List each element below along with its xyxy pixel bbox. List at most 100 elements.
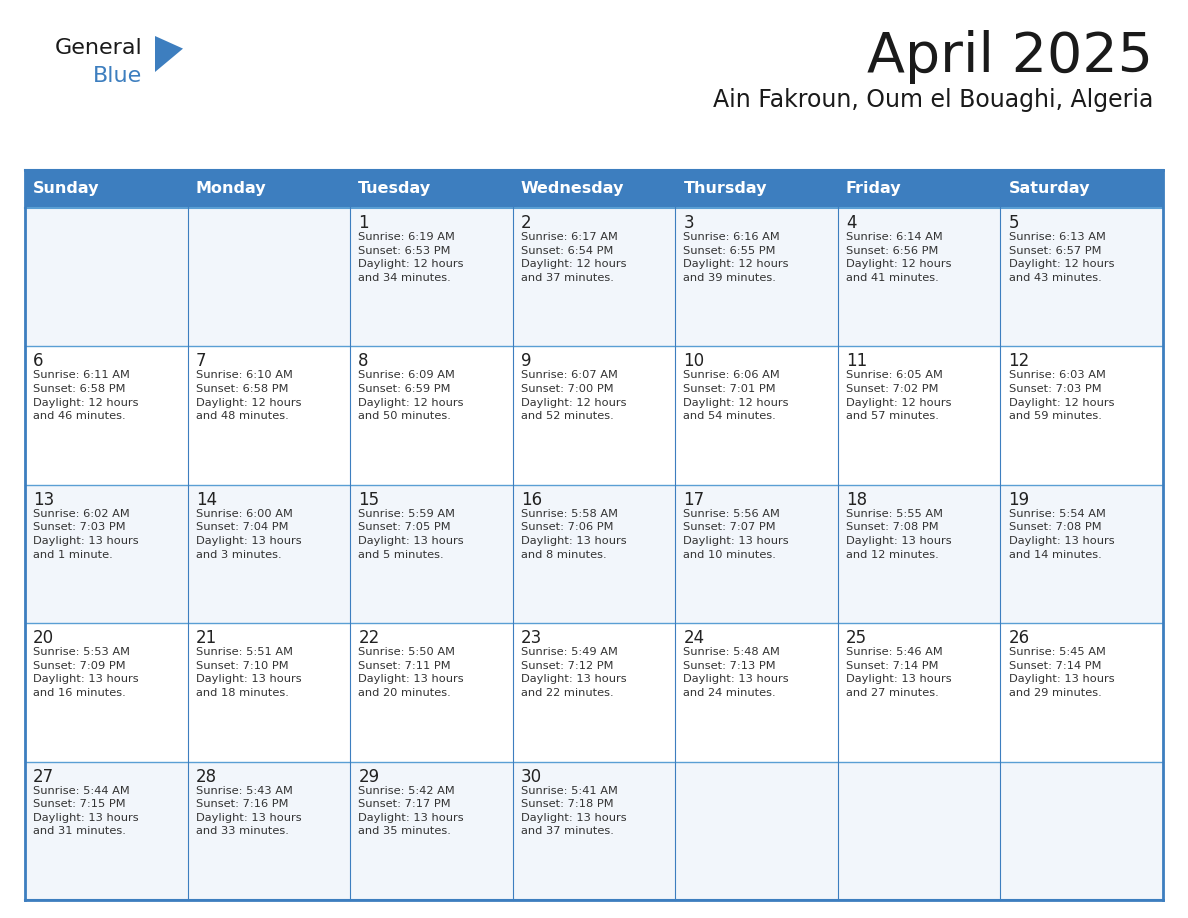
Text: 1: 1 <box>359 214 369 232</box>
Bar <box>1000 623 1163 762</box>
Text: 18: 18 <box>846 491 867 509</box>
Text: 27: 27 <box>33 767 55 786</box>
Text: Sunrise: 6:03 AM
Sunset: 7:03 PM
Daylight: 12 hours
and 59 minutes.: Sunrise: 6:03 AM Sunset: 7:03 PM Dayligh… <box>1009 370 1114 421</box>
Text: 20: 20 <box>33 629 55 647</box>
Bar <box>675 208 838 346</box>
Text: 29: 29 <box>359 767 379 786</box>
Bar <box>188 485 350 623</box>
Bar <box>350 762 513 900</box>
Bar <box>838 485 1000 623</box>
Bar <box>675 346 838 485</box>
Text: 12: 12 <box>1009 353 1030 370</box>
Text: 15: 15 <box>359 491 379 509</box>
Bar <box>838 208 1000 346</box>
Text: Friday: Friday <box>846 182 902 196</box>
Text: Tuesday: Tuesday <box>359 182 431 196</box>
Polygon shape <box>154 36 183 72</box>
Bar <box>350 346 513 485</box>
Text: 17: 17 <box>683 491 704 509</box>
Text: 26: 26 <box>1009 629 1030 647</box>
Text: Sunrise: 5:42 AM
Sunset: 7:17 PM
Daylight: 13 hours
and 35 minutes.: Sunrise: 5:42 AM Sunset: 7:17 PM Dayligh… <box>359 786 463 836</box>
Bar <box>350 623 513 762</box>
Bar <box>25 170 1163 208</box>
Text: Sunrise: 5:58 AM
Sunset: 7:06 PM
Daylight: 13 hours
and 8 minutes.: Sunrise: 5:58 AM Sunset: 7:06 PM Dayligh… <box>520 509 626 560</box>
Bar <box>1000 485 1163 623</box>
Bar <box>513 208 675 346</box>
Text: 3: 3 <box>683 214 694 232</box>
Text: Sunrise: 5:51 AM
Sunset: 7:10 PM
Daylight: 13 hours
and 18 minutes.: Sunrise: 5:51 AM Sunset: 7:10 PM Dayligh… <box>196 647 302 698</box>
Text: Sunrise: 6:11 AM
Sunset: 6:58 PM
Daylight: 12 hours
and 46 minutes.: Sunrise: 6:11 AM Sunset: 6:58 PM Dayligh… <box>33 370 139 421</box>
Bar <box>25 762 188 900</box>
Text: Sunrise: 5:44 AM
Sunset: 7:15 PM
Daylight: 13 hours
and 31 minutes.: Sunrise: 5:44 AM Sunset: 7:15 PM Dayligh… <box>33 786 139 836</box>
Text: Ain Fakroun, Oum el Bouaghi, Algeria: Ain Fakroun, Oum el Bouaghi, Algeria <box>713 88 1154 112</box>
Bar <box>1000 346 1163 485</box>
Text: 13: 13 <box>33 491 55 509</box>
Text: Sunrise: 6:10 AM
Sunset: 6:58 PM
Daylight: 12 hours
and 48 minutes.: Sunrise: 6:10 AM Sunset: 6:58 PM Dayligh… <box>196 370 302 421</box>
Text: 5: 5 <box>1009 214 1019 232</box>
Text: Sunrise: 5:48 AM
Sunset: 7:13 PM
Daylight: 13 hours
and 24 minutes.: Sunrise: 5:48 AM Sunset: 7:13 PM Dayligh… <box>683 647 789 698</box>
Bar <box>513 762 675 900</box>
Text: Blue: Blue <box>93 66 143 86</box>
Text: Sunday: Sunday <box>33 182 100 196</box>
Text: 7: 7 <box>196 353 207 370</box>
Text: 14: 14 <box>196 491 217 509</box>
Bar <box>25 346 188 485</box>
Text: 4: 4 <box>846 214 857 232</box>
Bar <box>675 485 838 623</box>
Text: 25: 25 <box>846 629 867 647</box>
Text: Sunrise: 6:14 AM
Sunset: 6:56 PM
Daylight: 12 hours
and 41 minutes.: Sunrise: 6:14 AM Sunset: 6:56 PM Dayligh… <box>846 232 952 283</box>
Bar <box>838 346 1000 485</box>
Bar <box>188 623 350 762</box>
Text: Sunrise: 6:19 AM
Sunset: 6:53 PM
Daylight: 12 hours
and 34 minutes.: Sunrise: 6:19 AM Sunset: 6:53 PM Dayligh… <box>359 232 463 283</box>
Text: Sunrise: 5:56 AM
Sunset: 7:07 PM
Daylight: 13 hours
and 10 minutes.: Sunrise: 5:56 AM Sunset: 7:07 PM Dayligh… <box>683 509 789 560</box>
Text: Sunrise: 6:13 AM
Sunset: 6:57 PM
Daylight: 12 hours
and 43 minutes.: Sunrise: 6:13 AM Sunset: 6:57 PM Dayligh… <box>1009 232 1114 283</box>
Text: Sunrise: 5:53 AM
Sunset: 7:09 PM
Daylight: 13 hours
and 16 minutes.: Sunrise: 5:53 AM Sunset: 7:09 PM Dayligh… <box>33 647 139 698</box>
Text: 8: 8 <box>359 353 368 370</box>
Text: Thursday: Thursday <box>683 182 767 196</box>
Text: April 2025: April 2025 <box>867 30 1154 84</box>
Text: Sunrise: 5:49 AM
Sunset: 7:12 PM
Daylight: 13 hours
and 22 minutes.: Sunrise: 5:49 AM Sunset: 7:12 PM Dayligh… <box>520 647 626 698</box>
Text: 30: 30 <box>520 767 542 786</box>
Text: 24: 24 <box>683 629 704 647</box>
Text: 21: 21 <box>196 629 217 647</box>
Bar <box>188 762 350 900</box>
Text: 9: 9 <box>520 353 531 370</box>
Text: Sunrise: 6:07 AM
Sunset: 7:00 PM
Daylight: 12 hours
and 52 minutes.: Sunrise: 6:07 AM Sunset: 7:00 PM Dayligh… <box>520 370 626 421</box>
Text: Sunrise: 6:05 AM
Sunset: 7:02 PM
Daylight: 12 hours
and 57 minutes.: Sunrise: 6:05 AM Sunset: 7:02 PM Dayligh… <box>846 370 952 421</box>
Text: Sunrise: 5:54 AM
Sunset: 7:08 PM
Daylight: 13 hours
and 14 minutes.: Sunrise: 5:54 AM Sunset: 7:08 PM Dayligh… <box>1009 509 1114 560</box>
Bar <box>675 762 838 900</box>
Text: Sunrise: 5:46 AM
Sunset: 7:14 PM
Daylight: 13 hours
and 27 minutes.: Sunrise: 5:46 AM Sunset: 7:14 PM Dayligh… <box>846 647 952 698</box>
Bar <box>25 485 188 623</box>
Bar <box>513 485 675 623</box>
Bar <box>1000 762 1163 900</box>
Text: Monday: Monday <box>196 182 266 196</box>
Text: Sunrise: 6:17 AM
Sunset: 6:54 PM
Daylight: 12 hours
and 37 minutes.: Sunrise: 6:17 AM Sunset: 6:54 PM Dayligh… <box>520 232 626 283</box>
Text: Sunrise: 5:50 AM
Sunset: 7:11 PM
Daylight: 13 hours
and 20 minutes.: Sunrise: 5:50 AM Sunset: 7:11 PM Dayligh… <box>359 647 463 698</box>
Text: Sunrise: 5:59 AM
Sunset: 7:05 PM
Daylight: 13 hours
and 5 minutes.: Sunrise: 5:59 AM Sunset: 7:05 PM Dayligh… <box>359 509 463 560</box>
Text: Sunrise: 5:55 AM
Sunset: 7:08 PM
Daylight: 13 hours
and 12 minutes.: Sunrise: 5:55 AM Sunset: 7:08 PM Dayligh… <box>846 509 952 560</box>
Text: Wednesday: Wednesday <box>520 182 624 196</box>
Bar <box>25 623 188 762</box>
Text: Sunrise: 5:43 AM
Sunset: 7:16 PM
Daylight: 13 hours
and 33 minutes.: Sunrise: 5:43 AM Sunset: 7:16 PM Dayligh… <box>196 786 302 836</box>
Text: Sunrise: 6:16 AM
Sunset: 6:55 PM
Daylight: 12 hours
and 39 minutes.: Sunrise: 6:16 AM Sunset: 6:55 PM Dayligh… <box>683 232 789 283</box>
Bar <box>838 762 1000 900</box>
Bar <box>25 208 188 346</box>
Text: 19: 19 <box>1009 491 1030 509</box>
Text: 10: 10 <box>683 353 704 370</box>
Text: Sunrise: 6:09 AM
Sunset: 6:59 PM
Daylight: 12 hours
and 50 minutes.: Sunrise: 6:09 AM Sunset: 6:59 PM Dayligh… <box>359 370 463 421</box>
Bar <box>513 623 675 762</box>
Text: Sunrise: 5:41 AM
Sunset: 7:18 PM
Daylight: 13 hours
and 37 minutes.: Sunrise: 5:41 AM Sunset: 7:18 PM Dayligh… <box>520 786 626 836</box>
Bar <box>350 208 513 346</box>
Bar <box>838 623 1000 762</box>
Text: 6: 6 <box>33 353 44 370</box>
Text: General: General <box>55 38 143 58</box>
Bar <box>350 485 513 623</box>
Bar <box>188 208 350 346</box>
Text: 28: 28 <box>196 767 217 786</box>
Text: Sunrise: 5:45 AM
Sunset: 7:14 PM
Daylight: 13 hours
and 29 minutes.: Sunrise: 5:45 AM Sunset: 7:14 PM Dayligh… <box>1009 647 1114 698</box>
Text: 2: 2 <box>520 214 531 232</box>
Text: 16: 16 <box>520 491 542 509</box>
Text: 11: 11 <box>846 353 867 370</box>
Text: 22: 22 <box>359 629 379 647</box>
Text: Saturday: Saturday <box>1009 182 1091 196</box>
